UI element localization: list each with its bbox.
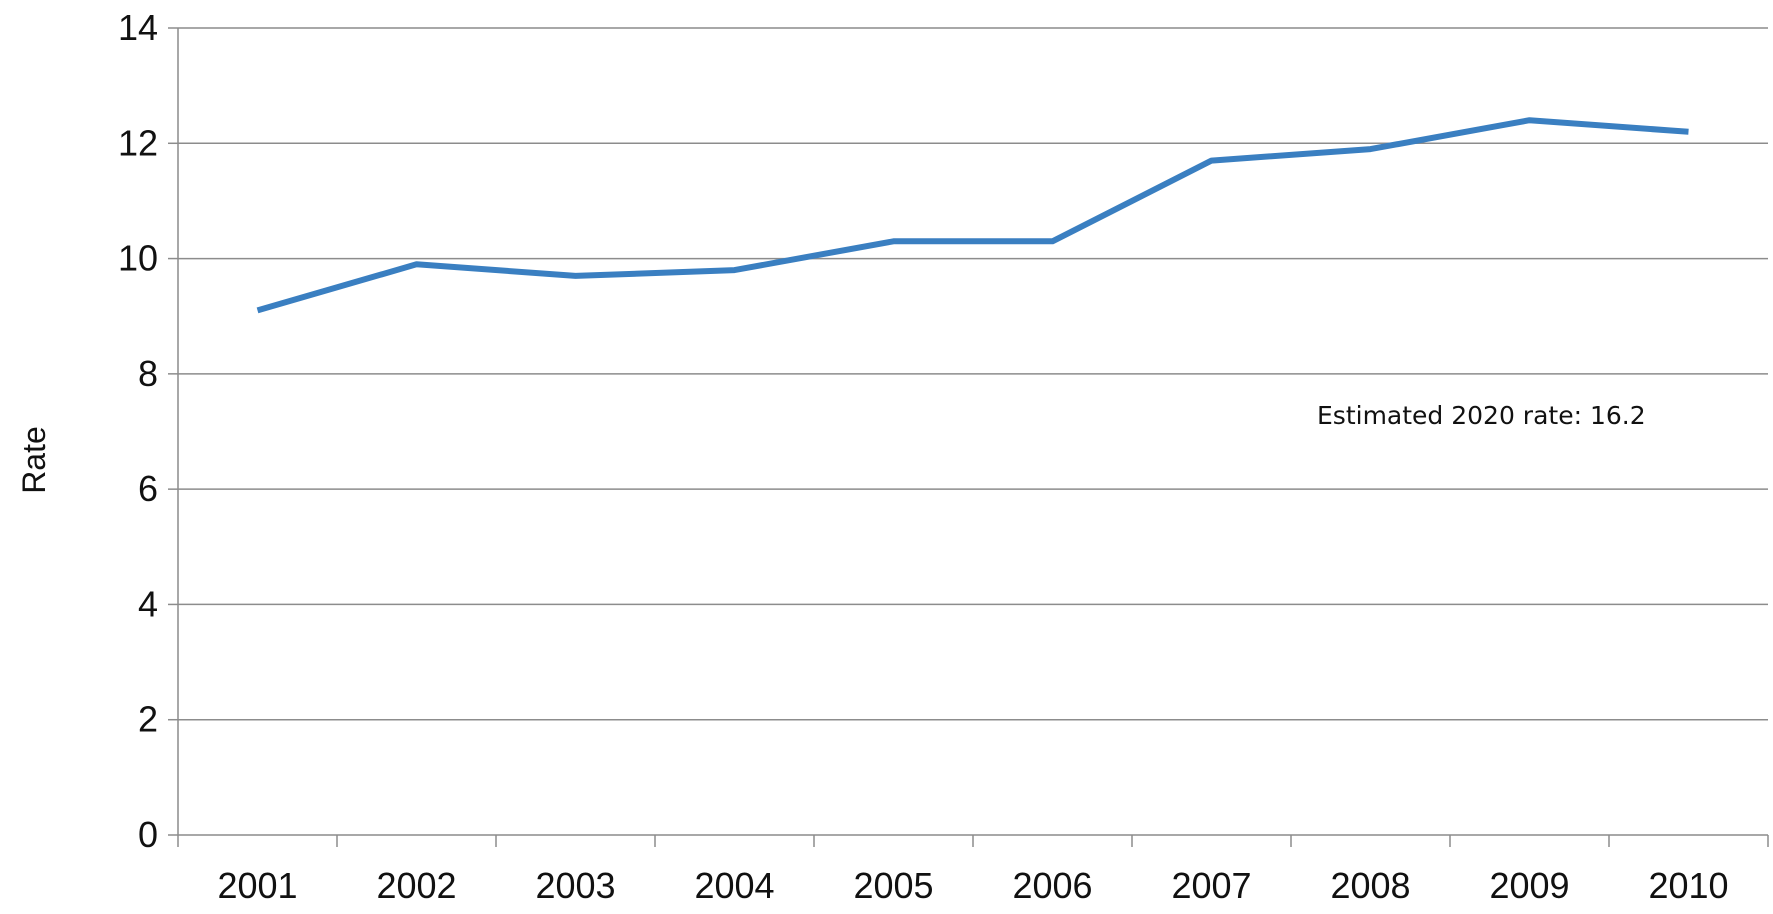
x-tick-label-2006: 2006 [1012,865,1092,906]
y-tick-label-2: 2 [138,699,158,740]
y-tick-label-4: 4 [138,583,158,624]
x-tick-label-2001: 2001 [217,865,297,906]
y-tick-labels: 0 2 4 6 8 10 12 14 [118,7,158,855]
y-axis-title: Rate [16,426,52,494]
y-tick-label-8: 8 [138,353,158,394]
y-tick-label-12: 12 [118,122,158,163]
x-tick-label-2009: 2009 [1489,865,1569,906]
y-tick-label-10: 10 [118,238,158,279]
series [256,117,1689,314]
x-tick-labels: 2001 2002 2003 2004 2005 2006 2007 2008 2009 2010 [217,865,1728,906]
gridlines [178,27,1768,721]
y-tick-label-6: 6 [138,468,158,509]
x-tick-label-2007: 2007 [1171,865,1251,906]
x-tick-label-2010: 2010 [1648,865,1728,906]
x-tick-label-2003: 2003 [535,865,615,906]
x-tick-label-2008: 2008 [1330,865,1410,906]
axes [168,27,1769,847]
annotation-estimated-rate: Estimated 2020 rate: 16.2 [1317,401,1646,430]
series-line-0 [256,117,1689,314]
x-tick-label-2005: 2005 [853,865,933,906]
x-tick-label-2002: 2002 [376,865,456,906]
x-tick-label-2004: 2004 [694,865,774,906]
y-tick-label-0: 0 [138,814,158,855]
y-tick-label-14: 14 [118,7,158,48]
